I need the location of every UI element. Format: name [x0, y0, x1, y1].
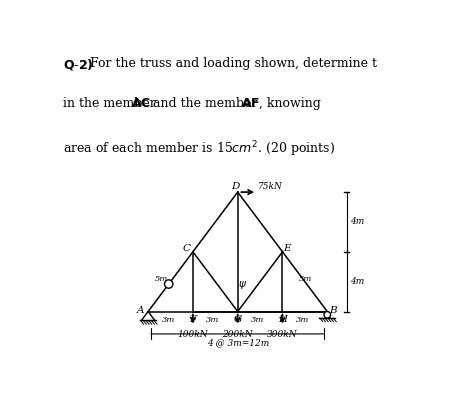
Circle shape [164, 280, 173, 288]
Polygon shape [141, 312, 155, 320]
Text: E: E [283, 244, 291, 253]
Text: 4m: 4m [350, 277, 365, 286]
Text: 75kN: 75kN [258, 181, 283, 191]
Text: 3m: 3m [251, 316, 264, 324]
Text: $\mathit{\mathbf{AC}}$: $\mathit{\mathbf{AC}}$ [131, 97, 151, 110]
Text: 3m: 3m [296, 316, 310, 324]
Text: C: C [182, 244, 190, 253]
Text: B: B [329, 306, 337, 314]
Text: 300kN: 300kN [267, 330, 298, 339]
Text: 5m: 5m [299, 275, 312, 283]
Text: 5m: 5m [155, 275, 168, 283]
Text: A: A [137, 306, 145, 314]
Text: $\mathbf{Q\text{-}2)}$: $\mathbf{Q\text{-}2)}$ [63, 57, 93, 72]
Text: H: H [278, 315, 287, 324]
Text: 3m: 3m [162, 316, 175, 324]
Text: $\psi$: $\psi$ [238, 279, 247, 291]
Text: F: F [189, 315, 197, 324]
Circle shape [324, 312, 330, 318]
Text: 200kN: 200kN [222, 330, 253, 339]
Text: area of each member is 15$cm^{2}$. (20 points): area of each member is 15$cm^{2}$. (20 p… [63, 139, 335, 159]
Text: 4 @ 3m=12m: 4 @ 3m=12m [207, 338, 269, 347]
Text: , knowing: , knowing [259, 97, 321, 110]
Text: 3m: 3m [206, 316, 220, 324]
Text: 4m: 4m [350, 218, 365, 226]
Text: D: D [231, 182, 240, 191]
Text: in the member: in the member [63, 97, 160, 110]
Text: $\mathit{\mathbf{AF}}$: $\mathit{\mathbf{AF}}$ [241, 97, 260, 110]
Text: and the member: and the member [149, 97, 262, 110]
Text: G: G [234, 315, 242, 324]
Text: 100kN: 100kN [178, 330, 208, 339]
Text: For the truss and loading shown, determine t: For the truss and loading shown, determi… [91, 57, 377, 70]
